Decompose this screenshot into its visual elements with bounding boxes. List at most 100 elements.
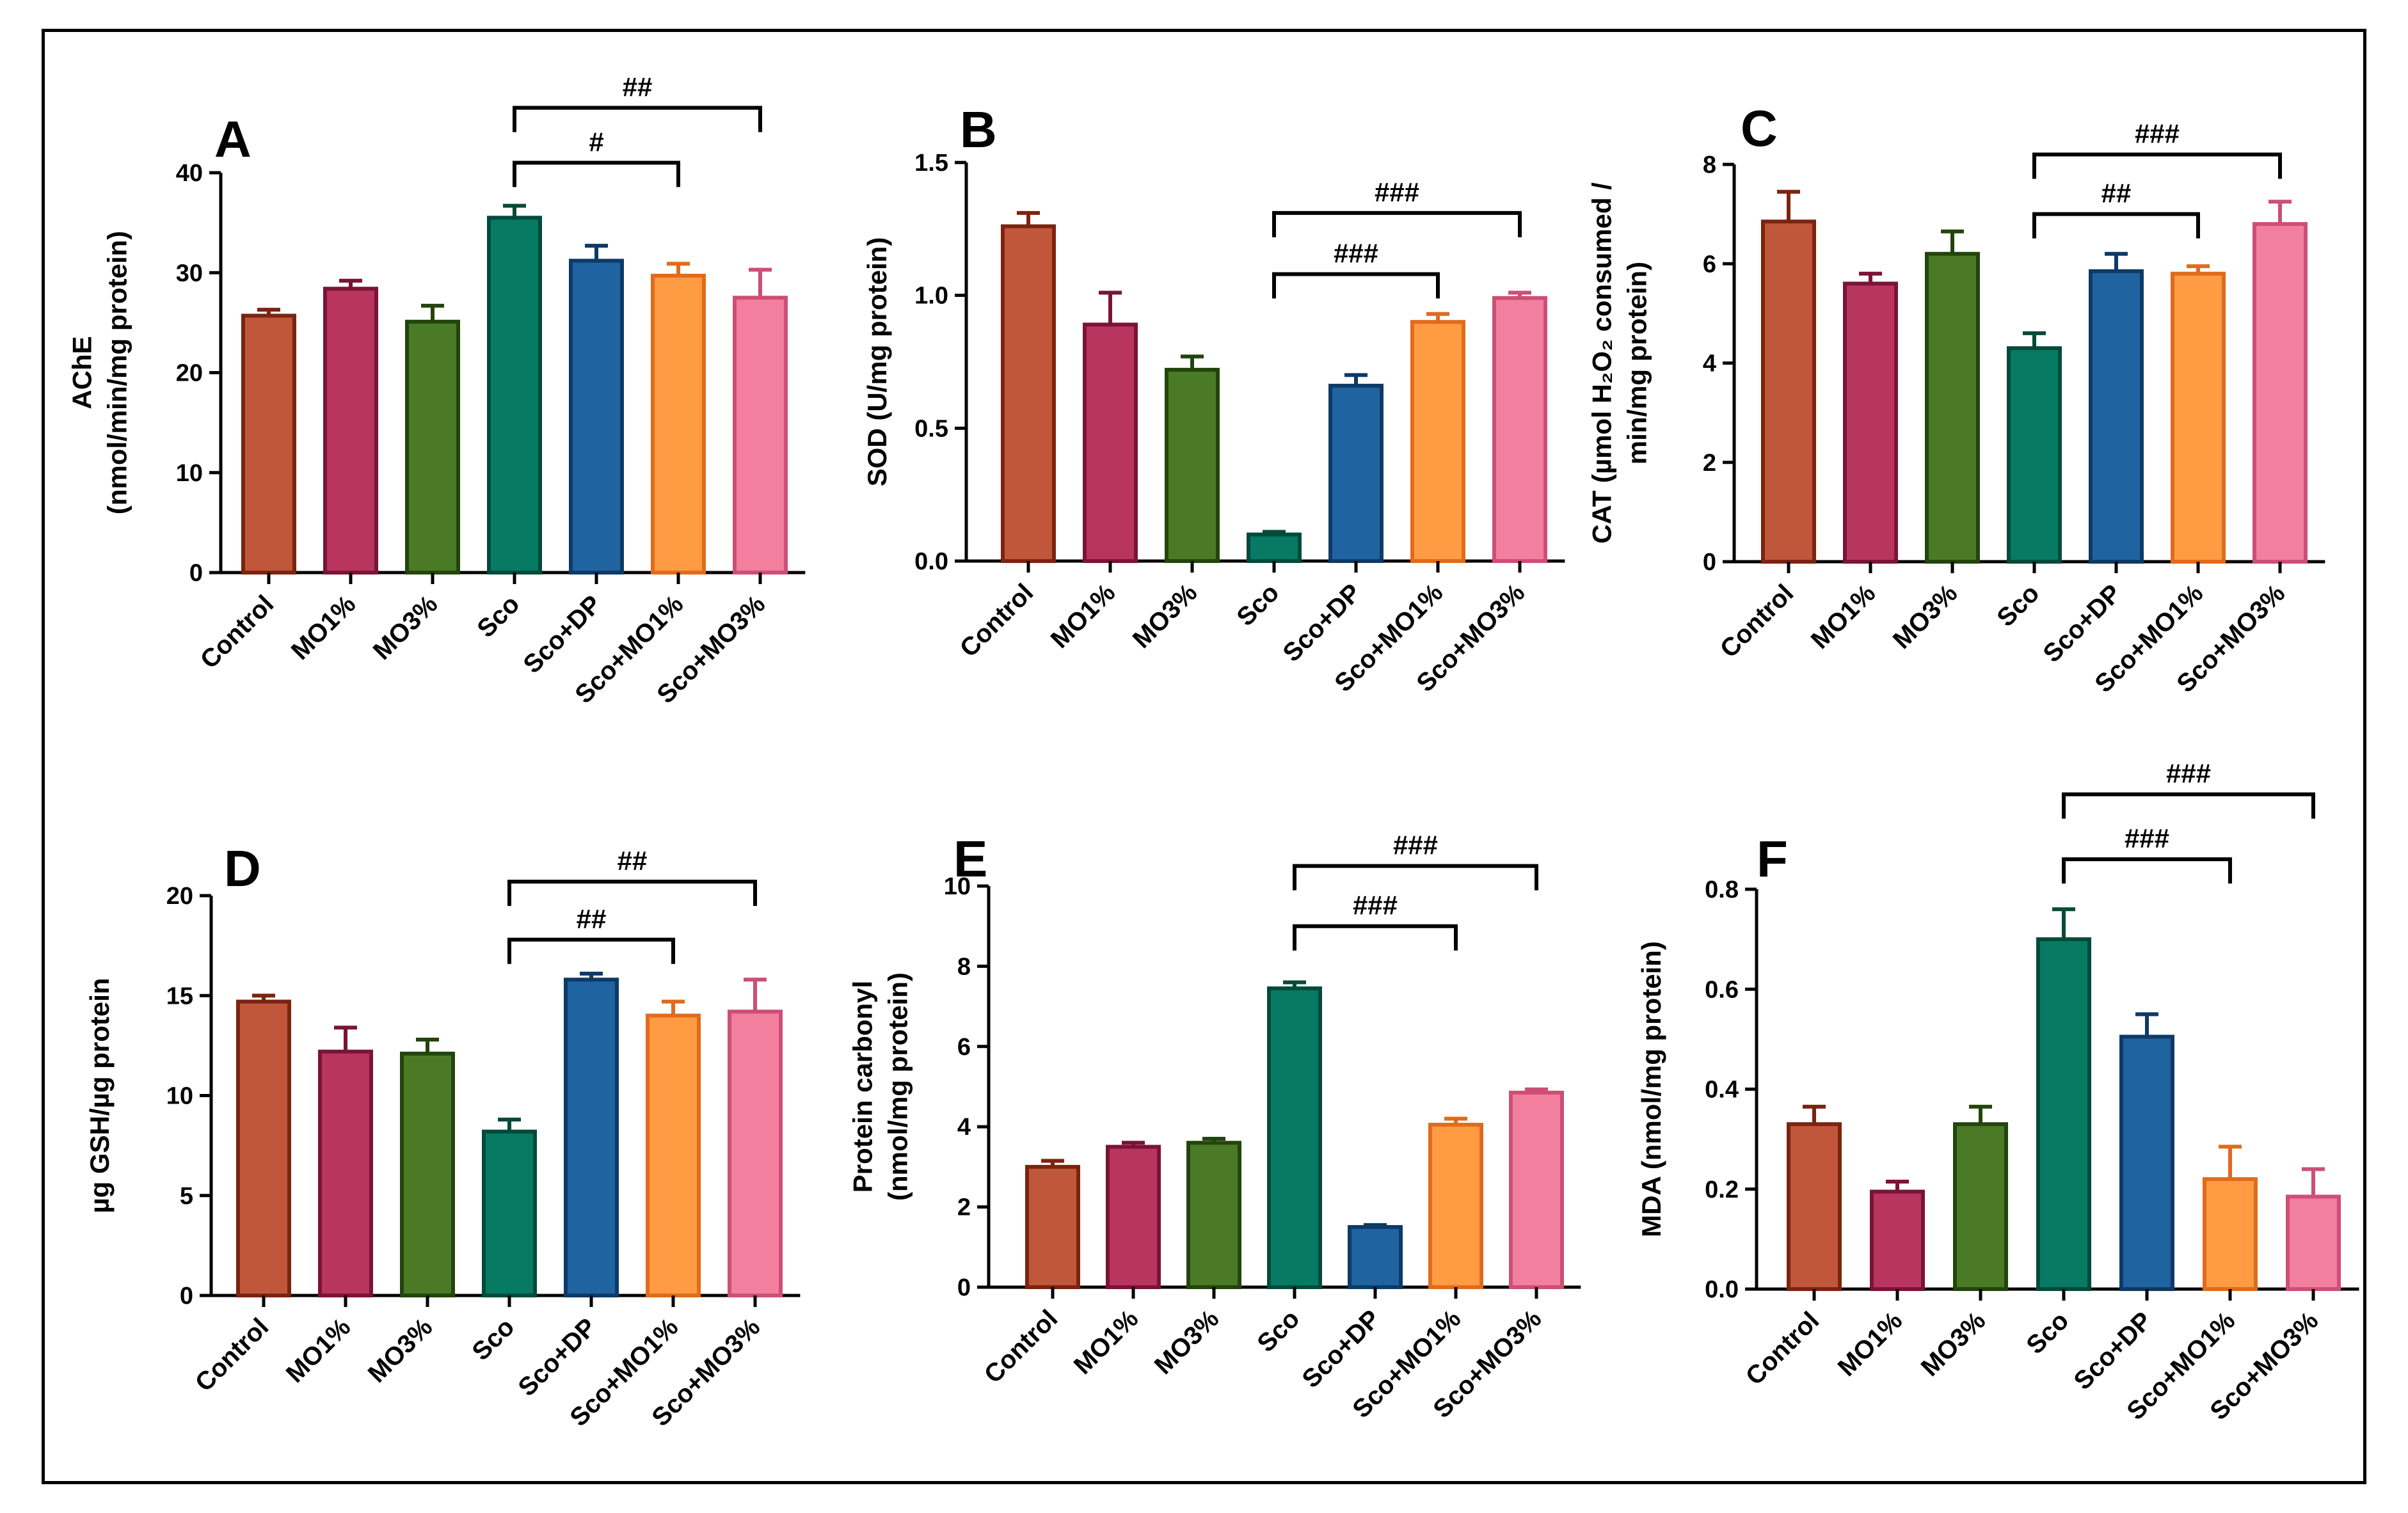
bar <box>1083 322 1138 563</box>
y-axis-label: AChE <box>67 336 97 409</box>
significance-label: ## <box>577 904 607 934</box>
y-axis-label: Protein carbonyl <box>848 981 878 1192</box>
y-tick-label: 4 <box>1703 351 1716 377</box>
y-axis-label: MDA (nmol/mg protein) <box>1636 941 1666 1237</box>
category-label: MO3% <box>1149 1304 1225 1380</box>
bar <box>728 1010 783 1297</box>
category-label: MO3% <box>1916 1306 1991 1382</box>
bar <box>2089 269 2144 564</box>
bar <box>1247 532 1302 564</box>
significance-bracket <box>2032 152 2282 179</box>
chart-panel-f: F 0.0 0.2 0.4 0.6 0.8 MDA (nmol/mg protein) Con… <box>1636 759 2359 1425</box>
bar <box>487 216 542 574</box>
panel-letter: B <box>960 101 997 158</box>
y-tick-label: 15 <box>166 983 193 1010</box>
category-label: Control <box>195 590 280 674</box>
y-tick-label: 0 <box>180 1283 193 1310</box>
bar <box>2171 271 2226 564</box>
category-label: MO3% <box>1888 579 1963 654</box>
chart-panel-d: D 0 5 10 15 20 µg GSH/µg protein Control MO1% MO3… <box>84 840 801 1432</box>
y-axis-label: (nmol/mg protein) <box>883 972 913 1201</box>
bar <box>482 1129 537 1297</box>
significance-bracket <box>2062 857 2232 884</box>
category-label: MO1% <box>1806 579 1881 654</box>
bar <box>1328 383 1383 563</box>
category-label: Control <box>1715 579 1799 663</box>
significance-bracket <box>513 106 762 132</box>
category-label: MO3% <box>363 1313 438 1388</box>
y-tick-label: 10 <box>176 460 203 487</box>
significance-label: ## <box>2101 178 2132 209</box>
bar <box>569 258 624 574</box>
category-label: MO3% <box>1128 578 1203 654</box>
y-tick-label: 40 <box>176 160 203 187</box>
significance-label: # <box>589 127 603 157</box>
significance-bracket <box>1272 210 1522 237</box>
bar <box>646 1013 701 1297</box>
significance-label: ## <box>623 72 653 102</box>
category-label: MO1% <box>1046 578 1121 654</box>
y-tick-label: 0 <box>1703 549 1716 576</box>
bar <box>1870 1189 1925 1291</box>
bar <box>1787 1122 1842 1291</box>
y-tick-label: 0.5 <box>914 415 948 442</box>
category-label: Sco <box>466 1313 520 1366</box>
significance-label: ### <box>1353 891 1398 921</box>
category-label: Control <box>979 1304 1064 1389</box>
category-label: MO1% <box>1069 1304 1144 1380</box>
y-tick-label: 20 <box>176 360 203 387</box>
category-label: Sco <box>1252 1304 1305 1358</box>
y-tick-label: 10 <box>944 873 971 900</box>
bar <box>323 287 378 574</box>
panel-letter: C <box>1741 100 1778 157</box>
bar <box>1165 367 1220 564</box>
y-axis-label: min/mg protein) <box>1622 262 1652 464</box>
bar <box>651 273 706 574</box>
significance-label: ### <box>1375 177 1419 207</box>
significance-bracket <box>1272 272 1440 299</box>
bar <box>1428 1123 1483 1289</box>
category-label: Sco+DP <box>2069 1306 2158 1395</box>
bar <box>2036 937 2091 1291</box>
bar <box>733 296 788 574</box>
category-label: MO1% <box>281 1313 356 1388</box>
panel-letter: F <box>1757 830 1788 887</box>
bar <box>1348 1224 1403 1289</box>
y-tick-label: 1.5 <box>914 150 948 177</box>
significance-label: ## <box>618 846 648 876</box>
bar <box>1410 320 1465 563</box>
significance-label: ### <box>2135 118 2180 148</box>
y-tick-label: 2 <box>1703 450 1716 477</box>
significance-bracket <box>507 937 675 964</box>
panel-letter: A <box>214 111 251 168</box>
y-axis-label: (nmol/min/mg protein) <box>102 231 132 514</box>
category-label: Sco <box>2021 1306 2074 1359</box>
category-label: Sco <box>1991 579 2045 632</box>
y-tick-label: 6 <box>1703 251 1716 278</box>
panel-letter: D <box>224 840 261 897</box>
y-axis-label: µg GSH/µg protein <box>84 978 115 1213</box>
y-tick-label: 0.0 <box>914 548 948 575</box>
y-tick-label: 0.4 <box>1705 1077 1739 1104</box>
significance-bracket <box>2032 212 2200 239</box>
y-tick-label: 0.2 <box>1705 1176 1739 1203</box>
category-label: Sco <box>472 590 525 643</box>
y-tick-label: 2 <box>957 1194 971 1221</box>
y-axis-label: SOD (U/mg protein) <box>862 237 892 487</box>
significance-bracket <box>1293 924 1458 951</box>
y-tick-label: 0.8 <box>1705 876 1739 903</box>
y-tick-label: 5 <box>180 1183 193 1210</box>
y-tick-label: 8 <box>1703 152 1716 178</box>
bar <box>1001 224 1056 563</box>
bar <box>564 978 619 1297</box>
significance-bracket <box>507 880 757 907</box>
bar <box>2286 1194 2341 1291</box>
y-tick-label: 6 <box>957 1034 971 1061</box>
y-tick-label: 0 <box>957 1274 971 1301</box>
panel-letter: E <box>953 830 987 887</box>
bar <box>236 999 291 1297</box>
bar <box>2253 222 2308 564</box>
category-label: Control <box>190 1313 275 1397</box>
